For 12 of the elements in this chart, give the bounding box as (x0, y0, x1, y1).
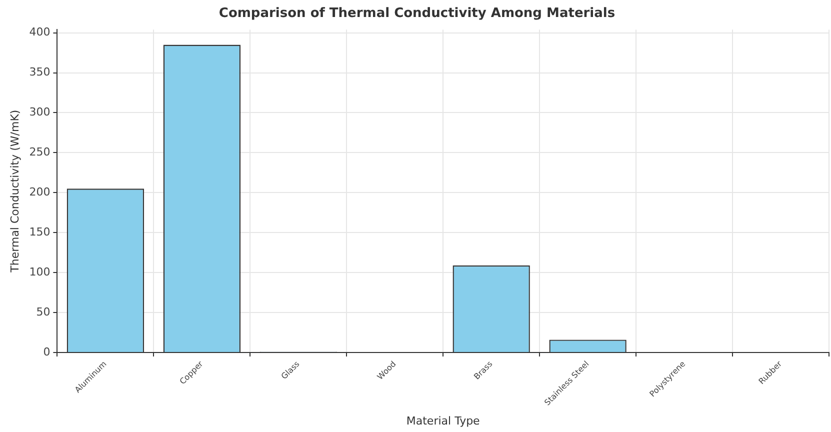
y-tick-label: 400 (29, 26, 50, 39)
y-axis-title: Thermal Conductivity (W/mK) (8, 110, 22, 274)
y-tick-label: 0 (43, 345, 50, 358)
y-tick-label: 50 (36, 305, 50, 318)
chart-title: Comparison of Thermal Conductivity Among Materials (218, 6, 616, 22)
y-tick-label: 150 (29, 225, 50, 238)
y-tick-label: 250 (29, 146, 50, 159)
y-tick-label: 350 (29, 66, 50, 79)
y-tick-label: 200 (29, 186, 50, 199)
y-tick-label: 100 (29, 265, 50, 278)
y-tick-label: 300 (29, 106, 50, 119)
x-axis-title: Material Type (406, 414, 480, 428)
